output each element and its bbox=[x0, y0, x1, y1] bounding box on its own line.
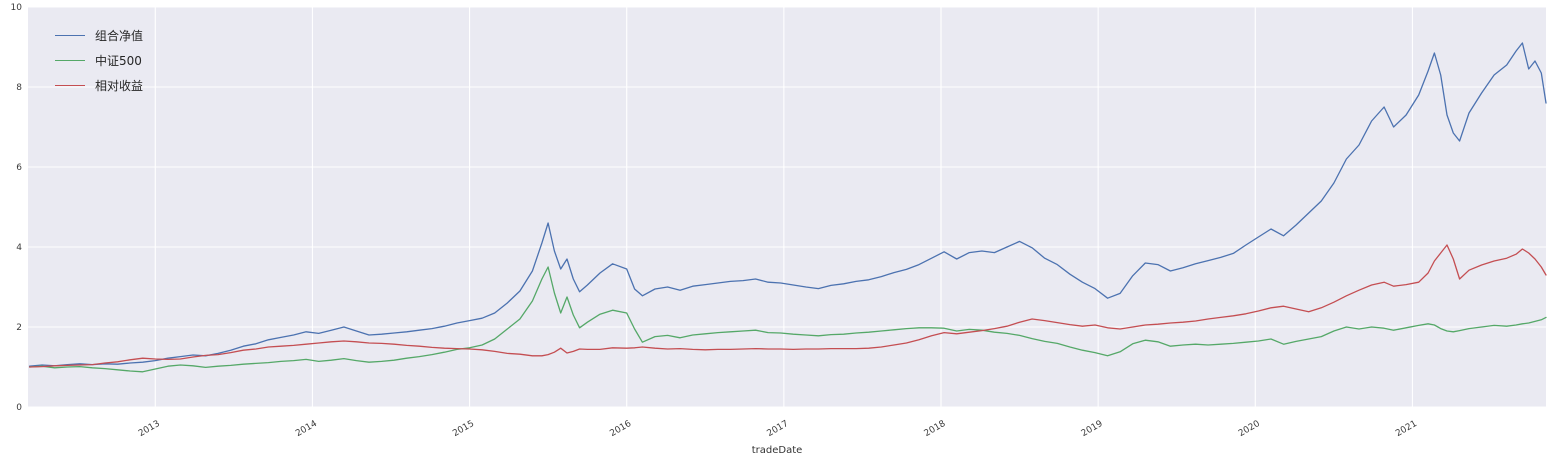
legend-line-swatch bbox=[55, 59, 85, 61]
svg-text:2016: 2016 bbox=[608, 419, 633, 439]
grid-lines bbox=[28, 6, 1546, 408]
svg-text:6: 6 bbox=[16, 163, 22, 173]
legend-label: 组合净值 bbox=[95, 28, 144, 43]
svg-text:2020: 2020 bbox=[1237, 419, 1262, 439]
plot-background bbox=[28, 7, 1546, 407]
legend-item: 组合净值 bbox=[55, 26, 143, 44]
x-axis-label: tradeDate bbox=[751, 445, 803, 456]
legend-item: 相对收益 bbox=[55, 76, 143, 94]
legend-label: 相对收益 bbox=[95, 78, 144, 93]
x-tick-labels: 2013 2014 2015 2016 2017 2018 2019 2020 2021 bbox=[137, 419, 1419, 439]
svg-text:2015: 2015 bbox=[451, 419, 476, 439]
svg-text:2019: 2019 bbox=[1080, 419, 1105, 439]
svg-text:2021: 2021 bbox=[1394, 419, 1419, 439]
svg-text:2014: 2014 bbox=[294, 419, 319, 439]
legend-line-swatch bbox=[55, 84, 85, 86]
y-tick-labels: 0 2 4 6 8 10 bbox=[11, 3, 23, 413]
legend-line-swatch bbox=[55, 34, 85, 36]
legend-item: 中证500 bbox=[55, 51, 143, 69]
series-line-0 bbox=[28, 42, 1547, 367]
svg-text:4: 4 bbox=[16, 243, 22, 253]
svg-text:2018: 2018 bbox=[923, 419, 948, 439]
svg-text:10: 10 bbox=[11, 3, 23, 13]
svg-text:2013: 2013 bbox=[137, 419, 162, 439]
svg-text:2017: 2017 bbox=[766, 419, 791, 439]
chart-legend: 组合净值中证500 相对收益 bbox=[55, 26, 143, 94]
svg-text:8: 8 bbox=[16, 83, 22, 93]
series-line-2 bbox=[28, 244, 1547, 368]
svg-text:0: 0 bbox=[16, 403, 22, 413]
svg-text:2: 2 bbox=[16, 323, 22, 333]
series-line-1 bbox=[28, 266, 1547, 373]
legend-label: 中证500 bbox=[95, 53, 142, 68]
